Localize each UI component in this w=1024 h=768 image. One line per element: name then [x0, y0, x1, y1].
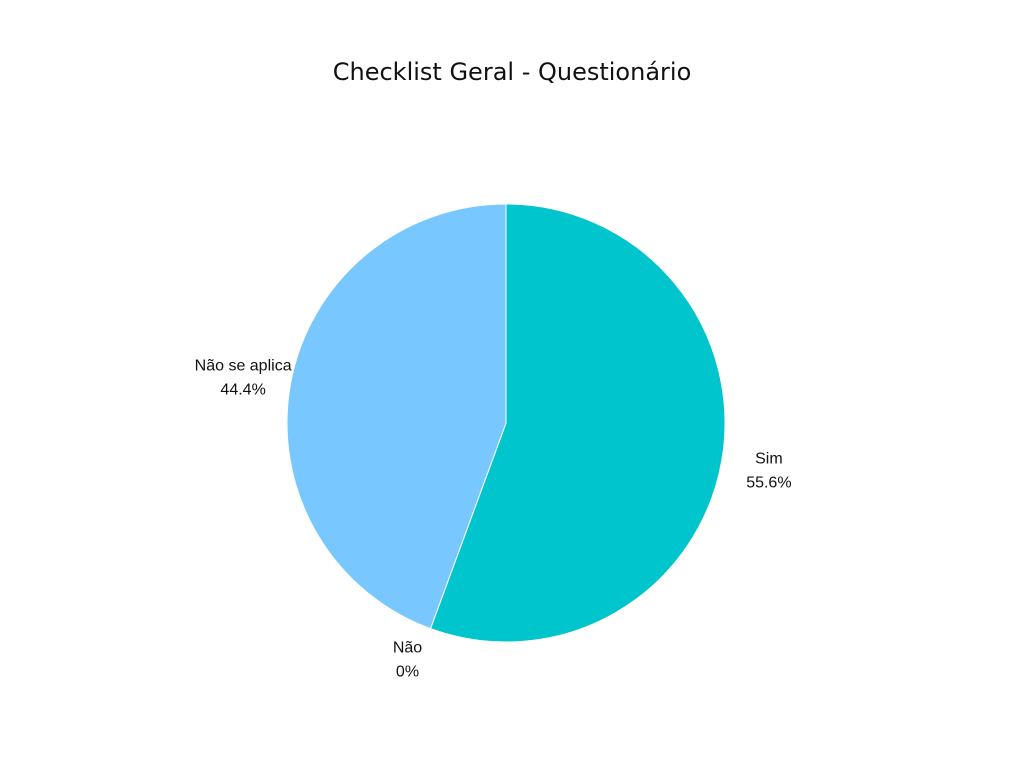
slice-name-nao: Não [393, 640, 422, 657]
chart-title: Checklist Geral - Questionário [332, 58, 692, 86]
pie-slice-sim [429, 203, 726, 643]
slice-label-nao-se-aplica: Não se aplica 44.4% [195, 357, 292, 398]
slice-value-sim: 55.6% [746, 475, 791, 492]
slice-label-sim: Sim 55.6% [746, 451, 791, 492]
slice-value-nao-se-aplica: 44.4% [220, 381, 265, 398]
slice-name-nao-se-aplica: Não se aplica [195, 357, 292, 374]
slice-label-nao: Não 0% [393, 640, 422, 681]
slice-name-sim: Sim [755, 451, 783, 468]
slice-value-nao: 0% [396, 664, 419, 681]
pie-slice-nao-se-aplica [286, 203, 507, 630]
